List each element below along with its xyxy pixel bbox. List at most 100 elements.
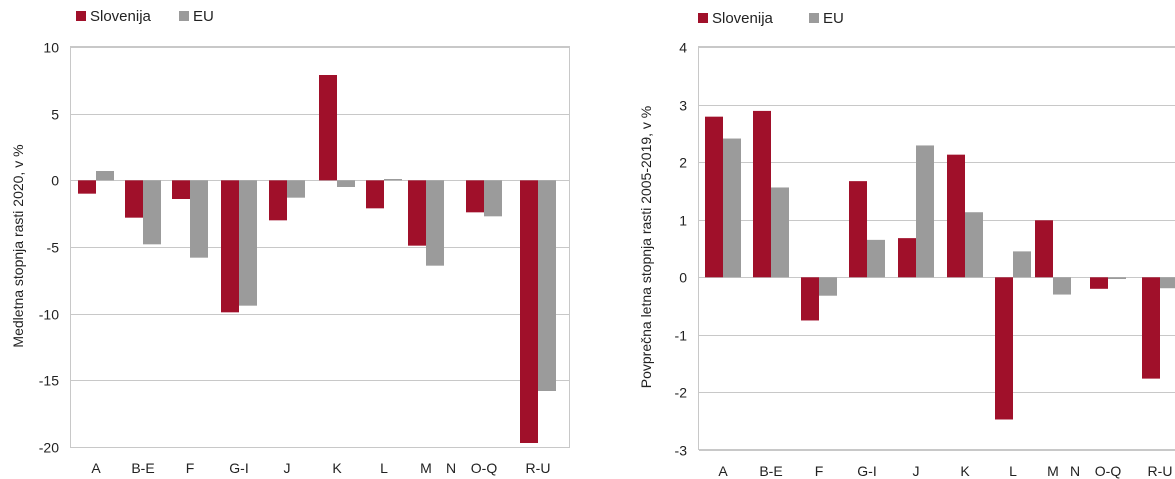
x-tick-label: K xyxy=(960,463,970,479)
bar-slovenija-b-e xyxy=(125,180,143,218)
y-tick-label: 5 xyxy=(51,107,59,123)
bar-eu-o-q xyxy=(1108,277,1126,280)
y-tick-label: 4 xyxy=(679,40,687,56)
bar-slovenija-l xyxy=(366,180,384,209)
bar-eu-f xyxy=(190,180,208,258)
y-tick-label: -2 xyxy=(675,385,688,401)
bar-eu-l xyxy=(1013,251,1031,278)
x-tick-label: A xyxy=(91,460,101,476)
legend-right: Slovenija EU xyxy=(698,10,844,27)
bar-eu-m xyxy=(426,180,444,266)
y-ticks-left: 10 5 0 -5 -10 -15 -20 xyxy=(39,40,59,456)
bar-slovenija-a xyxy=(705,116,723,278)
x-tick-label: A xyxy=(718,463,728,479)
x-tick-label: J xyxy=(913,463,920,479)
legend-swatch-eu xyxy=(809,13,819,23)
y-tick-label: -5 xyxy=(47,240,60,256)
y-tick-label: -1 xyxy=(675,328,688,344)
bars-left xyxy=(78,75,556,444)
x-tick-label: F xyxy=(186,460,195,476)
bar-slovenija-o-q xyxy=(1090,277,1108,289)
x-tick-label: F xyxy=(815,463,824,479)
x-tick-label: R-U xyxy=(1148,463,1173,479)
plot-frame-right xyxy=(698,46,1175,450)
y-tick-label: 0 xyxy=(679,270,687,286)
x-tick-label: O-Q xyxy=(1095,463,1122,479)
x-ticks-left: A B-E F G-I J K L M N O-Q R-U xyxy=(91,460,550,476)
bar-slovenija-k xyxy=(947,154,965,278)
x-tick-label: R-U xyxy=(526,460,551,476)
bar-slovenija-f xyxy=(172,180,190,199)
bar-slovenija-f xyxy=(801,277,819,321)
plot-frame-left xyxy=(70,46,570,448)
x-tick-label: M xyxy=(420,460,432,476)
bar-eu-g-i xyxy=(239,180,257,306)
bar-slovenija-m xyxy=(408,180,426,246)
legend-label-slovenija: Slovenija xyxy=(712,10,774,27)
x-tick-label: L xyxy=(380,460,388,476)
y-tick-label: 1 xyxy=(679,213,687,229)
bar-slovenija-l xyxy=(995,277,1013,420)
bar-eu-o-q xyxy=(484,180,502,217)
bar-slovenija-r-u xyxy=(1142,277,1160,379)
legend-label-slovenija: Slovenija xyxy=(90,8,152,25)
bar-slovenija-j xyxy=(898,238,916,278)
legend-swatch-eu xyxy=(179,11,189,21)
bar-slovenija-o-q xyxy=(466,180,484,213)
bar-slovenija-m xyxy=(1035,220,1053,278)
y-tick-label: 10 xyxy=(43,40,59,56)
bar-slovenija-j xyxy=(269,180,287,221)
legend-label-eu: EU xyxy=(823,10,844,27)
bar-slovenija-k xyxy=(319,75,337,181)
y-tick-label: -20 xyxy=(39,440,59,456)
x-tick-label: N xyxy=(446,460,456,476)
x-tick-label: L xyxy=(1009,463,1017,479)
legend-swatch-slovenija xyxy=(76,11,86,21)
y-tick-label: -3 xyxy=(675,443,688,459)
chart-left: Slovenija EU Medletna stopnja rasti 2020… xyxy=(10,8,570,476)
bar-eu-a xyxy=(723,138,741,278)
bar-eu-j xyxy=(916,145,934,278)
x-ticks-right: A B-E F G-I J K L M N O-Q R-U xyxy=(718,463,1172,479)
bar-eu-b-e xyxy=(771,187,789,278)
chart-right: Slovenija EU Povprečna letna stopnja ras… xyxy=(638,10,1175,479)
legend-label-eu: EU xyxy=(193,8,214,25)
bar-eu-r-u xyxy=(1160,277,1175,289)
bar-eu-j xyxy=(287,180,305,198)
x-tick-label: O-Q xyxy=(471,460,498,476)
x-tick-label: B-E xyxy=(131,460,154,476)
bar-slovenija-b-e xyxy=(753,110,771,278)
x-tick-label: B-E xyxy=(759,463,782,479)
y-tick-label: -15 xyxy=(39,373,59,389)
y-tick-label: 3 xyxy=(679,98,687,114)
y-ticks-right: 4 3 2 1 0 -1 -2 -3 xyxy=(675,40,688,459)
bar-eu-b-e xyxy=(143,180,161,245)
y-tick-label: -10 xyxy=(39,307,59,323)
bar-eu-r-u xyxy=(538,180,556,391)
x-tick-label: K xyxy=(332,460,342,476)
bar-eu-a xyxy=(96,171,114,181)
y-tick-label: 0 xyxy=(51,173,59,189)
legend-swatch-slovenija xyxy=(698,13,708,23)
x-tick-label: G-I xyxy=(229,460,248,476)
x-tick-label: N xyxy=(1070,463,1080,479)
x-tick-label: G-I xyxy=(857,463,876,479)
y-axis-label-left: Medletna stopnja rasti 2020, v % xyxy=(10,144,26,347)
bar-slovenija-a xyxy=(78,180,96,194)
bar-eu-k xyxy=(965,212,983,278)
bar-slovenija-g-i xyxy=(849,181,867,278)
bar-slovenija-g-i xyxy=(221,180,239,313)
bar-eu-k xyxy=(337,180,355,187)
x-tick-label: J xyxy=(284,460,291,476)
bar-slovenija-r-u xyxy=(520,180,538,444)
bar-eu-g-i xyxy=(867,239,885,278)
bars-right xyxy=(705,110,1175,420)
x-tick-label: M xyxy=(1047,463,1059,479)
y-axis-label-right: Povprečna letna stopnja rasti 2005-2019,… xyxy=(638,106,654,389)
bar-eu-f xyxy=(819,277,837,296)
bar-eu-l xyxy=(384,179,402,181)
bar-eu-m xyxy=(1053,277,1071,295)
y-tick-label: 2 xyxy=(679,155,687,171)
legend-left: Slovenija EU xyxy=(76,8,214,25)
